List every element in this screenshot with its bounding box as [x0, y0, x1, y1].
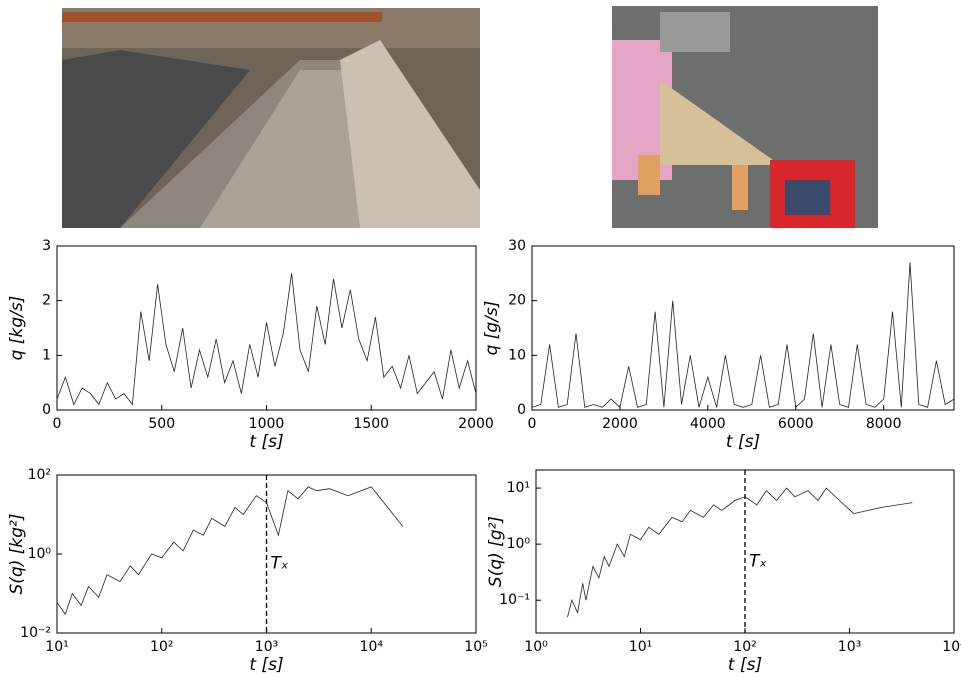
y-axis-label: S(q) [g²]: [486, 516, 506, 587]
y-tick-label: 20: [508, 293, 526, 309]
y-axis-label: S(q) [kg²]: [7, 514, 27, 595]
data-line: [56, 273, 477, 406]
data-line: [567, 487, 913, 618]
x-tick-label: 10²: [733, 639, 756, 655]
x-tick-label: 10¹: [629, 639, 652, 655]
plot-frame: [531, 245, 955, 411]
hopper-photo: [612, 6, 878, 228]
x-axis-label: t [s]: [249, 432, 283, 452]
y-tick-label: 1: [42, 347, 51, 363]
x-tick-label: 10⁴: [360, 639, 384, 655]
x-tick-label: 0: [528, 416, 537, 432]
x-tick-label: 10³: [838, 639, 861, 655]
flume-photo: [62, 8, 480, 228]
x-tick-label: 8000: [866, 416, 902, 432]
y-tick-label: 10⁻²: [20, 625, 51, 641]
x-axis-label: t [s]: [249, 655, 283, 675]
data-line: [56, 486, 404, 616]
y-tick-label: 10: [508, 347, 526, 363]
y-tick-label: 3: [42, 238, 51, 254]
x-tick-label: 10⁴: [942, 639, 961, 655]
x-tick-label: 0: [53, 416, 62, 432]
threshold-label: Tₓ: [271, 553, 289, 573]
x-tick-label: 4000: [690, 416, 726, 432]
data-line: [531, 262, 955, 409]
y-tick-label: 2: [42, 293, 51, 309]
y-tick-label: 10¹: [507, 480, 530, 496]
y-tick-label: 0: [517, 402, 526, 418]
x-axis-label: t [s]: [728, 655, 762, 675]
plot-frame: [56, 245, 477, 411]
y-tick-label: 10⁻¹: [499, 592, 530, 608]
x-axis-label: t [s]: [726, 432, 760, 452]
y-tick-label: 30: [508, 238, 526, 254]
x-tick-label: 10¹: [45, 639, 68, 655]
x-tick-label: 500: [148, 416, 175, 432]
x-tick-label: 10⁵: [464, 639, 487, 655]
y-axis-label: q [g/s]: [482, 301, 502, 356]
y-tick-label: 10⁰: [28, 546, 52, 562]
x-tick-label: 10²: [150, 639, 173, 655]
threshold-label: Tₓ: [749, 551, 767, 571]
x-tick-label: 1500: [353, 416, 389, 432]
x-tick-label: 1000: [249, 416, 285, 432]
x-tick-label: 10⁰: [524, 639, 548, 655]
x-tick-label: 10³: [255, 639, 278, 655]
y-tick-label: 0: [42, 402, 51, 418]
x-tick-label: 2000: [602, 416, 638, 432]
x-tick-label: 6000: [778, 416, 814, 432]
y-tick-label: 10⁰: [507, 536, 531, 552]
plot-frame: [56, 474, 477, 634]
y-tick-label: 10²: [28, 467, 51, 483]
y-axis-label: q [kg/s]: [7, 296, 27, 361]
x-tick-label: 2000: [458, 416, 494, 432]
